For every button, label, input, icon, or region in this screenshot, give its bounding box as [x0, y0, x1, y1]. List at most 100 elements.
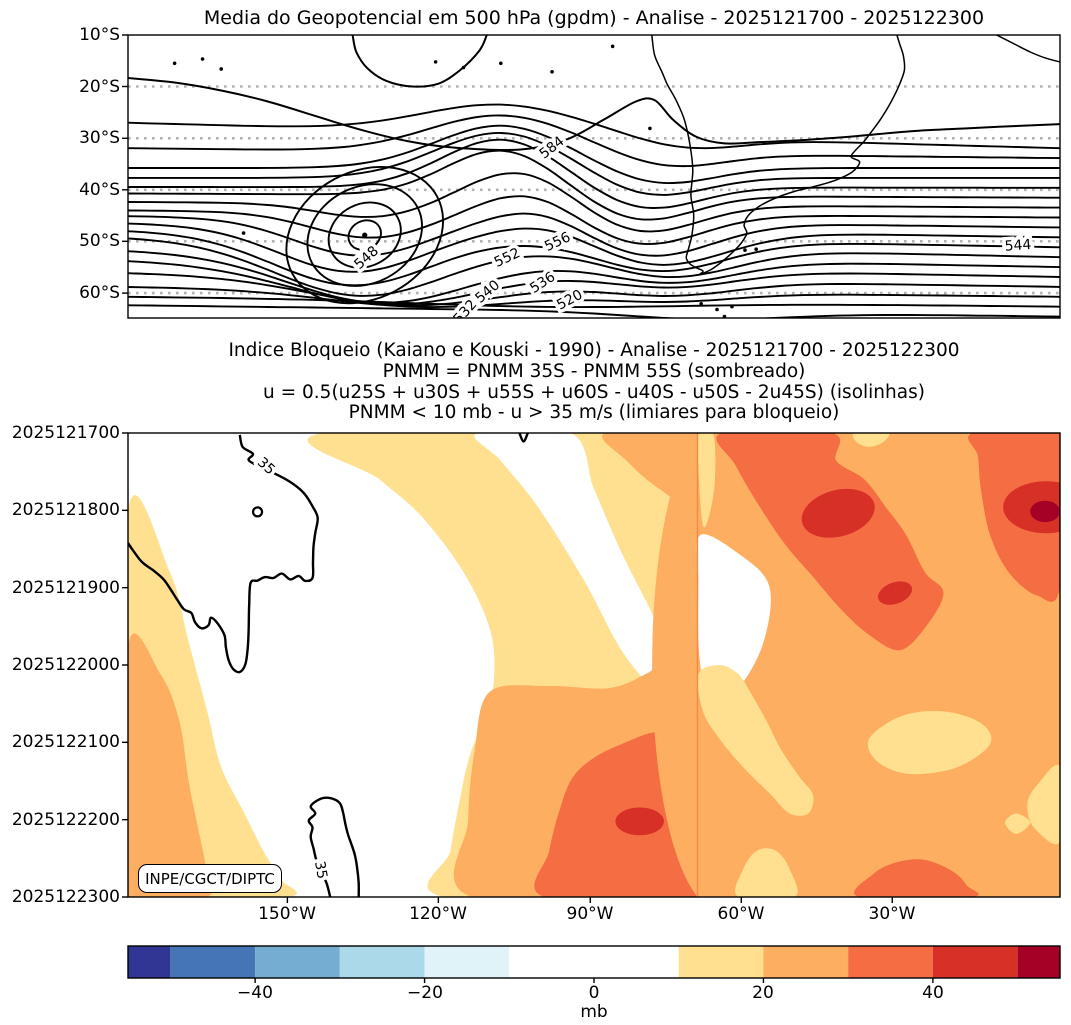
island-dot	[699, 302, 703, 306]
shaded-region-white	[696, 534, 771, 706]
geopotential-contour	[128, 272, 1060, 307]
longitude-tick-label: 30°W	[868, 904, 916, 924]
colorbar-segment	[170, 946, 256, 978]
u35-isoline	[518, 433, 529, 443]
longitude-tick-label: 60°W	[717, 904, 765, 924]
shaded-region-cream	[1005, 813, 1031, 834]
island-dot	[743, 248, 747, 252]
colorbar-tick-label: −40	[237, 983, 273, 1003]
colorbar-segment	[255, 946, 340, 978]
colorbar-segment	[678, 946, 764, 978]
colorbar-segment	[424, 946, 510, 978]
colorbar-tick-label: −20	[407, 983, 443, 1003]
date-tick-label: 2025122300	[11, 887, 120, 907]
colorbar-segment	[339, 946, 425, 978]
colorbar-segment	[509, 946, 679, 978]
date-tick-label: 2025121900	[11, 578, 120, 598]
watermark-badge: INPE/CGCT/DIPTC	[138, 864, 282, 893]
latitude-tick-label: 40°S	[79, 180, 120, 200]
south-america-coastline	[651, 35, 906, 275]
geopotential-contour	[128, 230, 1060, 287]
shaded-region-cream	[852, 433, 890, 447]
island-dot	[172, 61, 177, 66]
panel1-title: Media do Geopotencial em 500 hPa (gpdm) …	[203, 7, 985, 29]
geopotential-contour	[128, 149, 1060, 221]
shaded-region-white	[474, 433, 674, 687]
u35-isoline	[128, 434, 319, 674]
low-center-contour	[285, 165, 445, 305]
geopotential-contour	[128, 132, 1060, 196]
island-dot	[241, 231, 246, 235]
shaded-region-ro	[854, 859, 979, 897]
panel2-title-line: PNMM = PNMM 35S - PNMM 55S (sombreado)	[382, 360, 806, 382]
low-center-dot	[362, 232, 368, 238]
contour-label: 552	[492, 245, 523, 271]
island-dot	[722, 314, 727, 318]
colorbar-segment	[128, 946, 171, 978]
shaded-region-cream	[867, 710, 992, 775]
colorbar-tick-label: 0	[588, 983, 600, 1003]
shaded-region-cream	[735, 848, 798, 897]
island-dot	[648, 126, 652, 131]
low-center-contour	[306, 183, 423, 287]
longitude-tick-label: 150°W	[258, 904, 316, 924]
geopotential-contour	[128, 237, 1060, 297]
contour-label: 35	[311, 860, 330, 880]
shaded-region-cream	[697, 433, 716, 528]
geopotential-contour	[128, 222, 1060, 273]
latitude-tick-label: 30°S	[79, 128, 120, 148]
low-center-contour	[347, 219, 382, 251]
geopotential-contour	[128, 212, 1060, 257]
shaded-region-red	[801, 488, 875, 538]
longitude-tick-label: 90°W	[566, 904, 614, 924]
island-dot	[461, 65, 466, 70]
colorbar-segment	[763, 946, 849, 978]
shaded-region-dark	[1030, 500, 1060, 523]
colorbar-segment	[848, 946, 933, 978]
colorbar-tick-label: 40	[922, 983, 944, 1003]
island-dot	[219, 67, 223, 71]
longitude-tick-label: 120°W	[409, 904, 467, 924]
date-tick-label: 2025121800	[11, 500, 120, 520]
island-dot	[715, 307, 719, 312]
colorbar-segment	[932, 946, 1018, 978]
latitude-tick-label: 20°S	[79, 77, 120, 97]
island-dot	[610, 44, 615, 49]
geopotential-contour	[128, 124, 1060, 185]
panel1-border	[127, 34, 1061, 319]
geopotential-contour	[128, 114, 1060, 168]
ridge-contour	[351, 35, 488, 88]
geopotential-contour	[128, 304, 1060, 318]
u35-closed-contour	[251, 506, 264, 518]
island-dot	[550, 69, 554, 74]
date-tick-label: 2025122100	[11, 732, 120, 752]
shaded-region-red	[615, 807, 664, 836]
shaded-region-cream	[697, 665, 814, 816]
colorbar	[127, 945, 1061, 983]
date-tick-label: 2025121700	[11, 423, 120, 443]
island-dot	[433, 60, 438, 64]
island-dot	[200, 57, 205, 61]
date-tick-label: 2025122000	[11, 655, 120, 675]
shaded-region-orange	[652, 433, 1060, 897]
brazil-coastline	[996, 35, 1060, 63]
colorbar-segment	[1017, 946, 1060, 978]
contour-label: 540	[472, 277, 503, 306]
geopotential-contour	[128, 103, 1060, 150]
island-dot	[730, 304, 734, 309]
geopotential-contour	[128, 138, 1060, 209]
shaded-region-cream	[1027, 764, 1060, 845]
latitude-tick-label: 60°S	[79, 283, 120, 303]
shaded-region-red	[878, 581, 913, 605]
u35-isoline	[307, 796, 360, 897]
geopotential-contour	[128, 172, 1060, 233]
panel2-title-block: Indice Bloqueio (Kaiano e Kouski - 1990)…	[128, 340, 1060, 424]
geopotential-contour	[128, 250, 1060, 304]
geopotential-contour	[128, 286, 1060, 309]
geopotential-contour	[128, 295, 1060, 309]
shaded-region-orange	[128, 633, 213, 897]
